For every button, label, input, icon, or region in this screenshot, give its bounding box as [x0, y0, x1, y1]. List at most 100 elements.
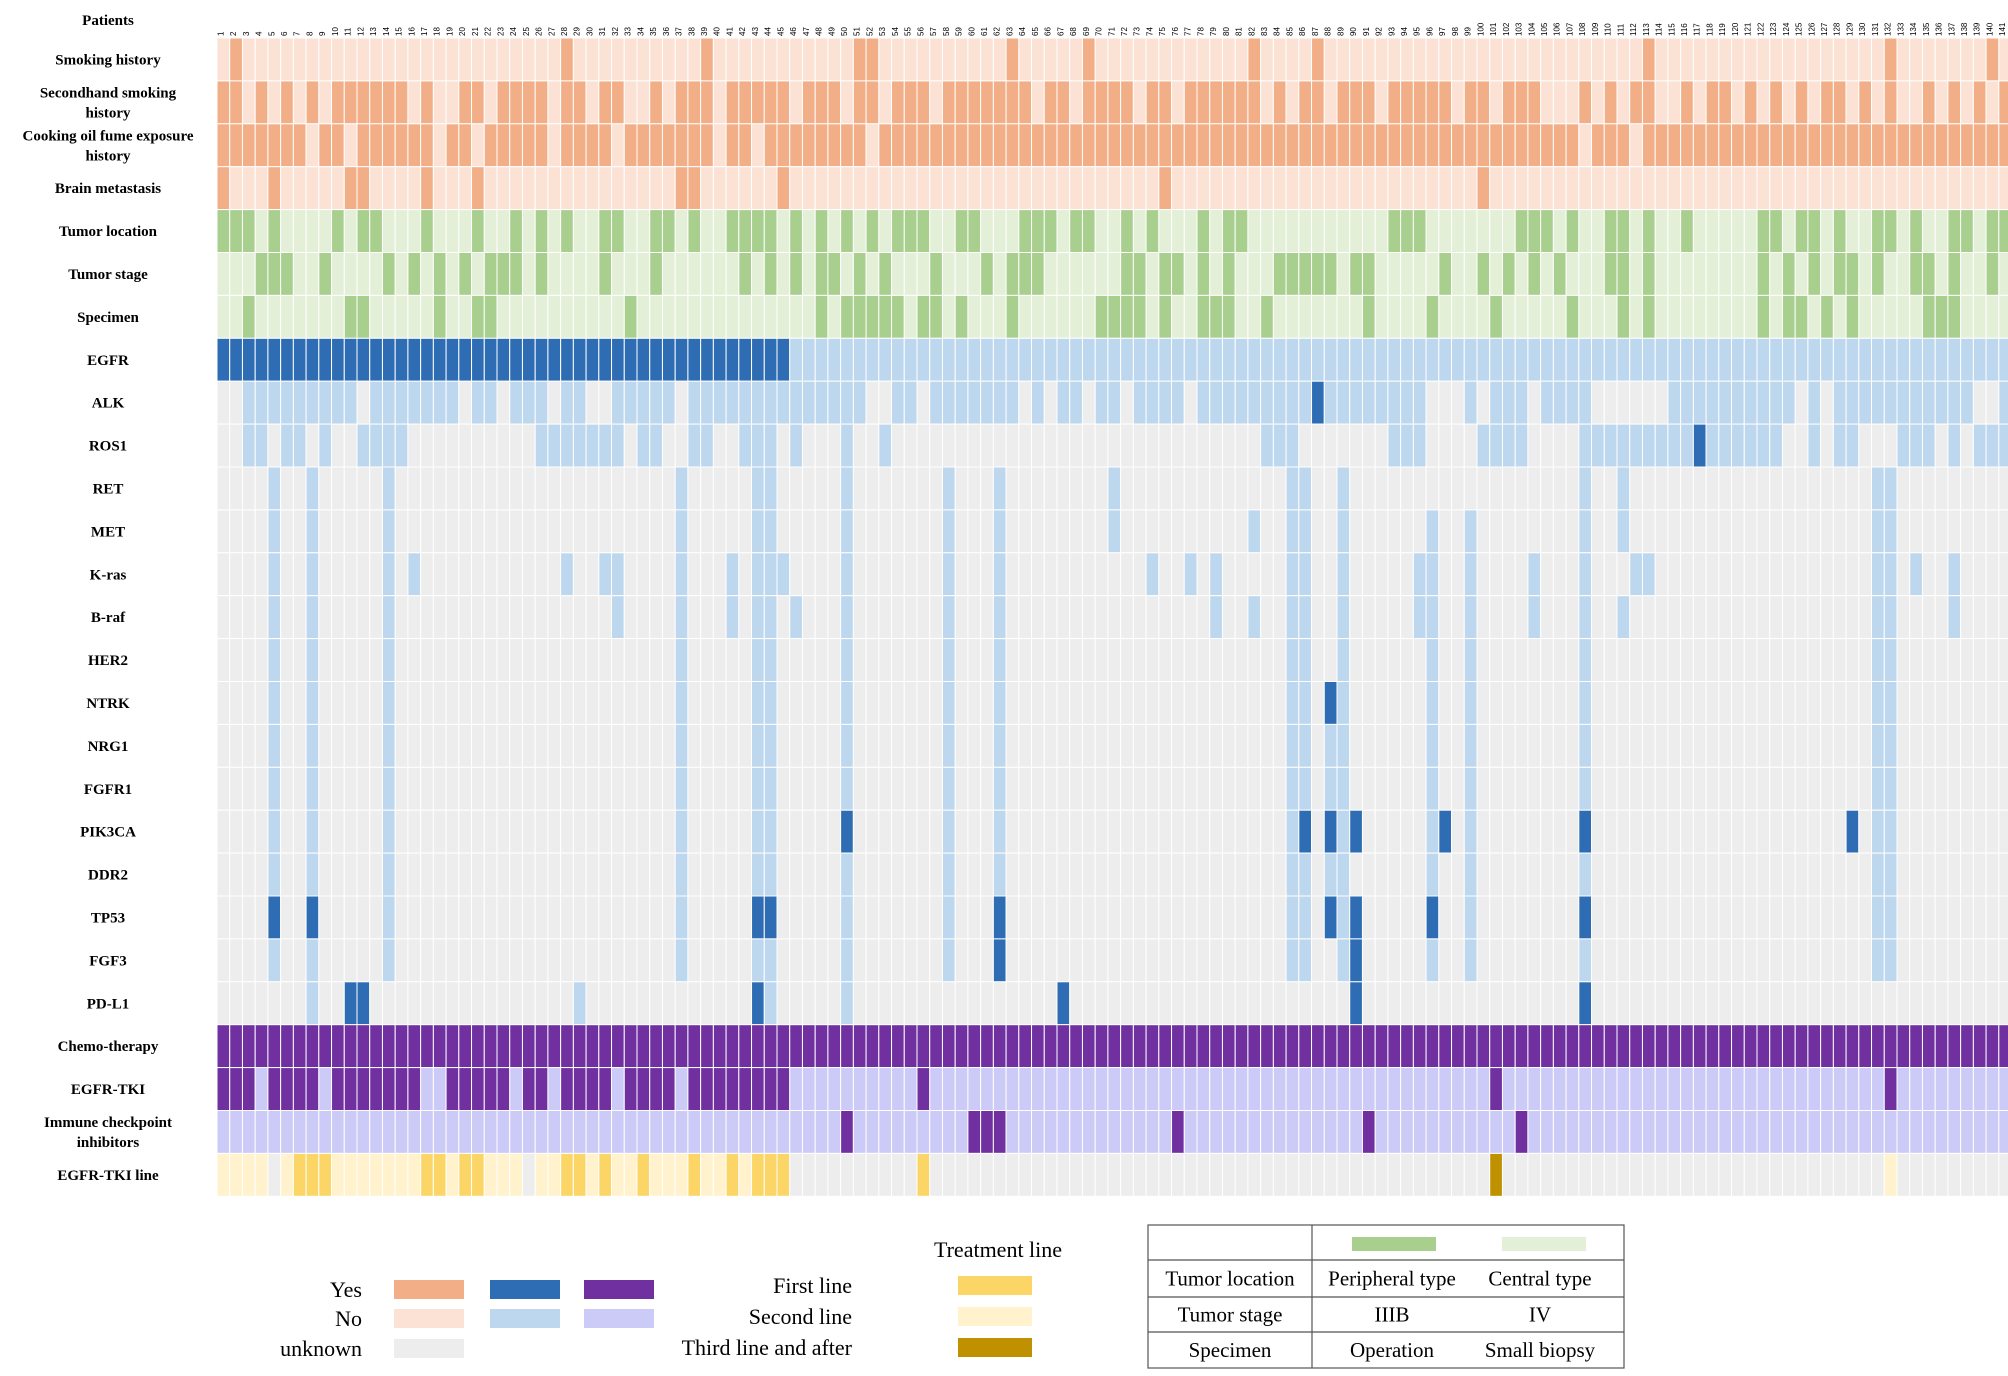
heatmap-cell — [1094, 552, 1109, 597]
heatmap-cell — [1654, 638, 1669, 682]
heatmap-cell — [903, 1152, 918, 1197]
heatmap-cell — [789, 80, 803, 125]
heatmap-cell — [840, 852, 854, 897]
heatmap-cell — [598, 552, 613, 597]
heatmap-cell — [1909, 638, 1923, 682]
heatmap-cell — [1349, 294, 1363, 339]
heatmap-cell — [1451, 337, 1465, 382]
heatmap-cell — [661, 852, 676, 897]
heatmap-cell — [1005, 895, 1020, 940]
patient-label: 73 — [1133, 27, 1142, 36]
heatmap-cell — [1705, 1024, 1720, 1069]
heatmap-cell — [649, 252, 663, 296]
heatmap-cell — [1005, 209, 1020, 254]
heatmap-cell — [1807, 595, 1822, 640]
heatmap-cell — [1871, 681, 1885, 725]
heatmap-cell — [687, 595, 702, 640]
heatmap-cell — [1832, 938, 1847, 983]
heatmap-cell — [1336, 337, 1351, 382]
heatmap-cell — [1807, 123, 1822, 168]
heatmap-cell — [1081, 423, 1096, 468]
heatmap-cell — [751, 209, 765, 254]
heatmap-cell — [1361, 337, 1376, 382]
heatmap-cell — [1832, 166, 1847, 211]
heatmap-cell — [1680, 809, 1694, 854]
heatmap-cell — [1425, 938, 1440, 983]
patient-label: 117 — [1693, 23, 1702, 36]
heatmap-cell — [547, 509, 562, 554]
heatmap-cell — [420, 37, 434, 82]
heatmap-cell — [1591, 895, 1605, 940]
heatmap-cell — [1438, 1110, 1453, 1154]
heatmap-cell — [1336, 552, 1351, 597]
heatmap-cell — [1081, 466, 1096, 511]
heatmap-cell — [929, 80, 943, 125]
heatmap-cell — [241, 209, 256, 254]
heatmap-cell — [458, 1024, 473, 1069]
heatmap-cell — [547, 638, 562, 682]
heatmap-cell — [1425, 981, 1440, 1026]
heatmap-cell — [280, 294, 294, 339]
heatmap-cell — [534, 723, 549, 768]
heatmap-cell — [1603, 37, 1618, 82]
heatmap-cell — [1654, 380, 1669, 425]
heatmap-cell — [331, 37, 345, 82]
heatmap-cell — [343, 294, 358, 339]
heatmap-cell — [1311, 809, 1325, 854]
patient-label: 116 — [1680, 23, 1689, 36]
heatmap-cell — [941, 466, 956, 511]
heatmap-cell — [1731, 552, 1745, 597]
heatmap-cell — [1527, 380, 1542, 425]
heatmap-cell — [649, 766, 663, 811]
heatmap-cell — [381, 509, 396, 554]
heatmap-cell — [560, 80, 574, 125]
heatmap-cell — [1832, 423, 1847, 468]
heatmap-cell — [1196, 681, 1211, 725]
heatmap-cell — [1145, 166, 1160, 211]
patient-label: 111 — [1616, 23, 1625, 36]
heatmap-cell — [1018, 423, 1033, 468]
heatmap-cell — [1692, 337, 1707, 382]
heatmap-cell — [611, 509, 625, 554]
heatmap-cell — [954, 681, 969, 725]
heatmap-cell — [1680, 852, 1694, 897]
heatmap-cell — [572, 852, 587, 897]
heatmap-cell — [1005, 1152, 1020, 1197]
heatmap-cell — [471, 1024, 485, 1069]
heatmap-cell — [1209, 1110, 1223, 1154]
heatmap-cell — [1552, 209, 1567, 254]
patient-label: 35 — [649, 27, 658, 36]
heatmap-cell — [394, 595, 409, 640]
heatmap-cell — [1031, 123, 1045, 168]
heatmap-cell — [725, 423, 740, 468]
heatmap-cell — [1871, 466, 1885, 511]
heatmap-cell — [471, 252, 485, 296]
heatmap-cell — [1451, 294, 1465, 339]
heatmap-cell — [852, 80, 867, 125]
heatmap-cell — [1260, 80, 1274, 125]
heatmap-cell — [1158, 552, 1173, 597]
heatmap-row — [216, 981, 2008, 1026]
heatmap-cell — [1743, 1110, 1758, 1154]
heatmap-cell — [954, 1024, 969, 1069]
heatmap-cell — [1641, 638, 1656, 682]
heatmap-cell — [369, 766, 383, 811]
heatmap-cell — [585, 252, 600, 296]
heatmap-cell — [572, 895, 587, 940]
heatmap-cell — [687, 809, 702, 854]
heatmap-cell — [1934, 638, 1949, 682]
key-swatch-light — [1502, 1237, 1586, 1251]
heatmap-cell — [598, 723, 613, 768]
heatmap-cell — [1934, 1152, 1949, 1197]
heatmap-cell — [1387, 1024, 1402, 1069]
heatmap-cell — [636, 337, 651, 382]
heatmap-cell — [649, 423, 663, 468]
heatmap-cell — [1018, 1110, 1033, 1154]
patient-label: 123 — [1769, 22, 1778, 36]
heatmap-cell — [1972, 1067, 1987, 1111]
heatmap-cell — [941, 380, 956, 425]
heatmap-cell — [1972, 852, 1987, 897]
heatmap-cell — [1552, 723, 1567, 768]
heatmap-cell — [623, 938, 638, 983]
